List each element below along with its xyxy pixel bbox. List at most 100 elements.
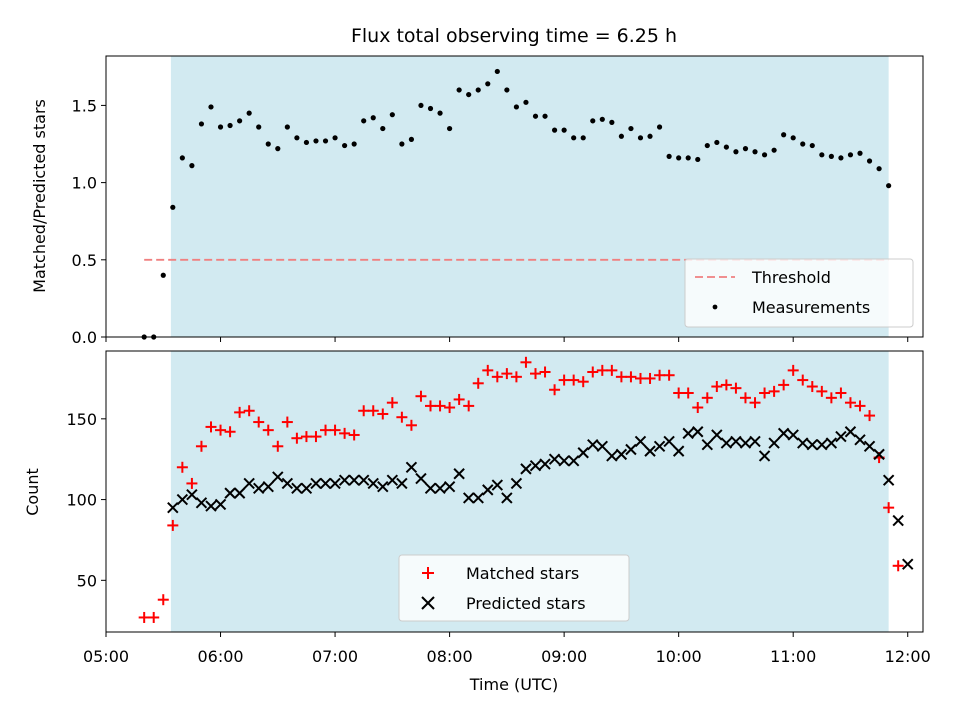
- top-x-ticks: [105, 337, 909, 342]
- matched-star-point: [281, 416, 293, 428]
- measurement-point: [284, 124, 290, 130]
- predicted-star-point: [281, 477, 294, 490]
- predicted-star-stroke-b: [615, 448, 628, 461]
- predicted-star-stroke-b: [882, 474, 895, 486]
- measurement-point: [876, 166, 882, 172]
- predicted-star-stroke-b: [329, 477, 341, 490]
- matched-star-point: [759, 387, 771, 399]
- y-tick-label: 100: [66, 491, 97, 510]
- predicted-star-stroke-b: [902, 558, 914, 570]
- predicted-star-stroke-b: [825, 437, 838, 449]
- matched-star-point: [692, 402, 704, 414]
- measurement-point: [676, 155, 682, 161]
- predicted-star-stroke-b: [472, 492, 484, 504]
- predicted-star-point: [501, 492, 513, 504]
- predicted-star-stroke-b: [501, 492, 513, 504]
- predicted-star-point: [415, 472, 427, 485]
- matched-star-point: [864, 410, 876, 422]
- bottom-legend-box: [398, 554, 630, 622]
- predicted-star-stroke-b: [195, 497, 208, 509]
- measurement-point: [886, 183, 892, 189]
- y-tick-label: 1.0: [72, 174, 97, 193]
- matched-star-point: [529, 368, 541, 380]
- matched-star-point: [549, 384, 561, 396]
- predicted-star-stroke-b: [214, 498, 227, 511]
- predicted-star-point: [711, 429, 723, 441]
- matched-star-point: [215, 424, 227, 436]
- matched-star-point: [463, 400, 475, 412]
- matched-star-point: [787, 364, 799, 376]
- predicted-star-point: [653, 440, 666, 452]
- predicted-star-point: [749, 435, 761, 448]
- top-y-ticks: 0.0 0.5 1.0 1.5: [72, 96, 106, 347]
- matched-star-point: [892, 560, 904, 572]
- measurement-point: [532, 113, 539, 119]
- predicted-star-stroke-b: [634, 435, 647, 448]
- legend-matched-label: Matched stars: [466, 564, 579, 583]
- matched-star-point: [300, 431, 312, 443]
- matched-star-point: [510, 371, 522, 383]
- legend-predicted-swatch: [421, 596, 435, 610]
- matched-star-point: [816, 385, 828, 397]
- measurement-point: [351, 141, 357, 147]
- predicted-star-stroke-b: [730, 435, 742, 448]
- predicted-star-stroke-b: [844, 426, 857, 438]
- measurement-point: [752, 149, 758, 155]
- measurement-point: [513, 104, 520, 110]
- predicted-star-point: [176, 493, 189, 506]
- matched-star-point: [148, 611, 160, 623]
- measurement-point: [332, 135, 338, 141]
- x-tick-label: 08:00: [427, 647, 473, 666]
- measurement-point: [609, 119, 615, 125]
- legend-measurements-swatch: [712, 304, 718, 310]
- measurement-point: [714, 139, 720, 146]
- matched-star-point: [606, 364, 618, 376]
- predicted-star-point: [606, 450, 618, 462]
- matched-star-point: [367, 405, 379, 417]
- measurement-point: [217, 124, 224, 130]
- predicted-star-stroke-b: [577, 447, 589, 459]
- measurement-point: [637, 135, 644, 141]
- predicted-star-point: [634, 435, 647, 448]
- matched-star-point: [205, 421, 217, 433]
- predicted-star-point: [835, 430, 847, 443]
- predicted-star-point: [520, 463, 532, 475]
- matched-star-point: [329, 424, 341, 436]
- x-tick-label: 10:00: [656, 647, 702, 666]
- predicted-star-stroke-b: [653, 440, 666, 452]
- predicted-star-point: [672, 445, 685, 457]
- predicted-star-point: [357, 474, 370, 486]
- measurement-point: [551, 127, 558, 133]
- predicted-star-point: [434, 482, 446, 494]
- predicted-star-point: [863, 440, 876, 452]
- measurement-point: [485, 81, 491, 87]
- predicted-star-stroke-b: [892, 514, 904, 527]
- matched-star-point: [596, 364, 608, 376]
- predicted-star-stroke-b: [253, 482, 265, 494]
- measurement-point: [342, 142, 348, 149]
- matched-star-point: [768, 385, 780, 397]
- measurement-point: [294, 135, 300, 141]
- matched-star-point: [835, 387, 847, 399]
- top-axes-frame: [105, 55, 924, 338]
- predicted-star-point: [338, 474, 351, 486]
- legend-measurements-label: Measurements: [752, 298, 870, 317]
- predicted-star-point: [777, 427, 790, 440]
- predicted-star-stroke-b: [176, 493, 189, 506]
- predicted-star-point: [844, 426, 857, 438]
- measurement-point: [189, 163, 195, 169]
- predicted-star-stroke-b: [567, 455, 580, 467]
- measurement-point: [647, 133, 653, 139]
- measurement-point: [800, 141, 806, 147]
- legend-predicted-label: Predicted stars: [466, 594, 586, 613]
- matched-star-point: [348, 429, 360, 441]
- predicted-star-stroke-b: [338, 474, 351, 486]
- matched-star-point: [711, 381, 723, 393]
- measurement-point: [361, 118, 367, 124]
- measurement-point: [618, 133, 624, 139]
- predicted-star-point: [615, 448, 628, 461]
- matched-star-point: [720, 379, 732, 391]
- predicted-star-stroke-b: [529, 459, 542, 472]
- measurement-point: [704, 142, 710, 149]
- measurement-point: [590, 118, 596, 124]
